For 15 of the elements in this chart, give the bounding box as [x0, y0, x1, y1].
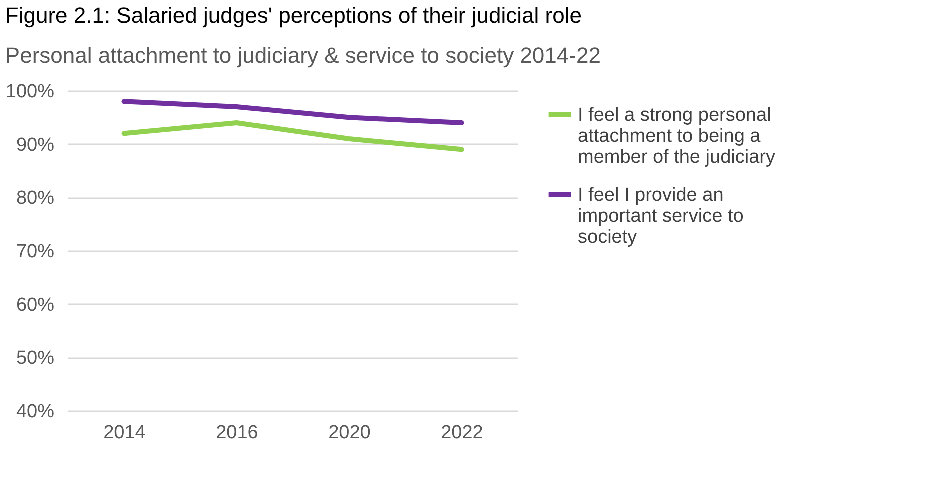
- chart-subtitle: Personal attachment to judiciary & service to society 2014-22: [5, 43, 601, 68]
- y-tick-label: 90%: [16, 134, 55, 156]
- y-tick-label: 80%: [16, 188, 55, 210]
- x-tick-label: 2020: [328, 422, 371, 444]
- y-tick-label: 60%: [16, 294, 55, 316]
- x-tick-label: 2014: [104, 422, 146, 444]
- x-tick-label: 2022: [441, 422, 484, 444]
- legend-label: I feel I provide an important service to society: [578, 185, 744, 248]
- y-tick-label: 40%: [16, 402, 55, 422]
- legend-label: I feel a strong personal attachment to being a member of the judiciary: [578, 105, 776, 168]
- chart-title: Figure 2.1: Salaried judges' perceptions of their judicial role: [5, 3, 582, 28]
- y-tick-label: 50%: [16, 348, 55, 370]
- y-tick-label: 100%: [6, 82, 55, 102]
- y-tick-label: 70%: [16, 242, 55, 262]
- x-tick-label: 2016: [216, 422, 258, 444]
